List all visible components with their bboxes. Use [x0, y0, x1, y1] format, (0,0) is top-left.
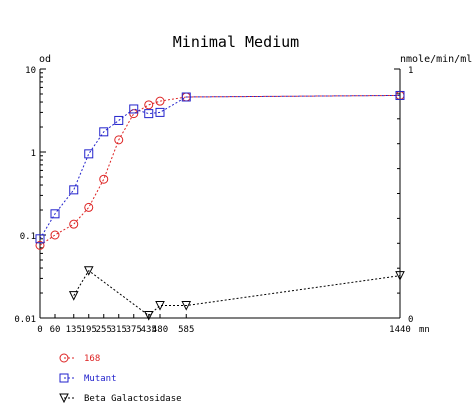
left-tick-label: 0.01 — [14, 315, 36, 325]
x-tick-label: 435 — [141, 325, 157, 335]
right-axis-label: nmole/min/ml — [400, 54, 472, 65]
data-point-168 — [129, 109, 139, 119]
data-point-mutant — [84, 149, 94, 159]
x-tick-label: 375 — [126, 325, 142, 335]
data-point-mutant — [50, 209, 60, 219]
x-tick-label: 195 — [81, 325, 97, 335]
chart-title: Minimal Medium — [173, 33, 299, 51]
data-point-mutant — [69, 185, 79, 195]
data-point-168 — [35, 240, 45, 250]
data-point-mutant — [155, 107, 165, 117]
x-tick-label: 255 — [96, 325, 112, 335]
left-tick-label: 10 — [25, 66, 36, 76]
data-point-mutant — [114, 115, 124, 125]
legend-marker-mutant — [59, 373, 69, 383]
data-point-beta-galactosidase — [68, 291, 79, 301]
x-tick-label: 585 — [178, 325, 194, 335]
data-point-beta-galactosidase — [181, 301, 192, 311]
data-point-mutant — [181, 92, 191, 102]
left-tick-label: 1 — [31, 149, 36, 159]
legend-marker-beta-galactosidase — [59, 393, 69, 404]
data-point-168 — [84, 202, 94, 212]
x-tick-label: 315 — [111, 325, 127, 335]
right-tick-label: 1 — [408, 66, 413, 76]
left-axis-label: od — [39, 54, 51, 65]
x-tick-label: 1440 — [389, 325, 411, 335]
data-point-168 — [50, 230, 60, 240]
data-point-beta-galactosidase — [395, 271, 405, 281]
data-point-168 — [144, 100, 154, 110]
x-tick-label: 60 — [50, 325, 61, 335]
data-point-mutant — [144, 109, 154, 119]
x-tick-label: 0 — [37, 325, 42, 335]
legend-label-mutant: Mutant — [84, 374, 117, 384]
series-line-mutant — [39, 94, 401, 240]
data-point-168 — [69, 219, 79, 229]
data-point-beta-galactosidase — [83, 266, 94, 276]
legend: 168 Mutant Beta Galactosidase — [59, 353, 182, 404]
legend-marker-168 — [59, 353, 69, 363]
series-line-beta-galactosidase — [73, 269, 401, 317]
data-point-168 — [99, 174, 109, 184]
series-layer — [35, 90, 405, 321]
data-point-beta-galactosidase — [155, 301, 165, 311]
series-line-168 — [39, 94, 401, 246]
x-tick-label: 135 — [66, 325, 82, 335]
legend-label-beta-galactosidase: Beta Galactosidase — [84, 394, 182, 404]
x-tick-label: 480 — [152, 325, 168, 335]
data-point-beta-galactosidase — [143, 311, 154, 321]
data-point-mutant — [35, 234, 45, 244]
data-point-mutant — [99, 127, 109, 137]
data-point-mutant — [395, 90, 405, 100]
data-point-168 — [155, 96, 165, 106]
data-point-168 — [114, 135, 124, 145]
right-tick-label: 0 — [408, 315, 413, 325]
left-tick-label: 0.1 — [20, 232, 36, 242]
data-point-mutant — [129, 104, 139, 114]
legend-label-168: 168 — [84, 354, 100, 364]
x-axis-label: mn — [419, 325, 430, 335]
